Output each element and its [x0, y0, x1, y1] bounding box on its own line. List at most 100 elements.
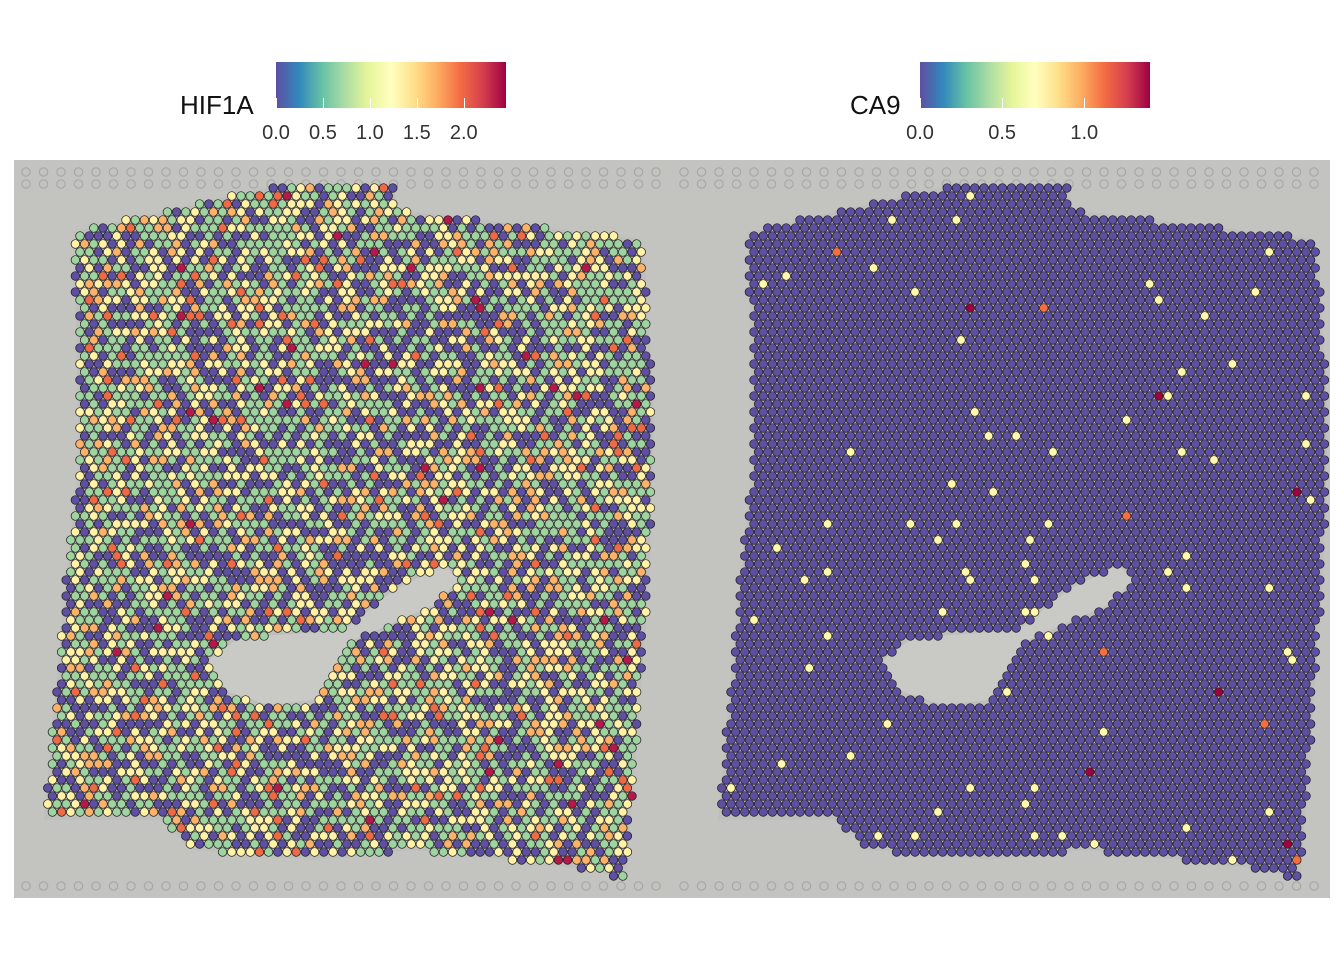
- spot: [75, 471, 85, 481]
- spot: [1034, 183, 1044, 193]
- spot: [475, 559, 485, 569]
- spot: [466, 223, 476, 233]
- spot: [562, 583, 573, 593]
- spot: [286, 263, 297, 273]
- spot: [144, 239, 154, 249]
- spot: [222, 487, 232, 497]
- spot: [194, 711, 205, 721]
- spot: [581, 759, 591, 769]
- spot: [503, 415, 513, 425]
- spot: [130, 295, 140, 305]
- spot: [585, 607, 596, 617]
- spot: [457, 607, 467, 617]
- spot: [70, 559, 81, 569]
- spot: [305, 231, 315, 241]
- spot: [627, 791, 637, 801]
- spot: [268, 823, 278, 833]
- spot: [190, 831, 200, 841]
- spot: [360, 519, 370, 529]
- spot: [355, 255, 366, 265]
- spot: [277, 439, 288, 449]
- spot: [194, 247, 205, 257]
- spot: [332, 263, 343, 273]
- spot: [70, 271, 81, 281]
- spot: [112, 359, 122, 369]
- spot: [328, 303, 338, 313]
- spot: [489, 535, 499, 545]
- spot: [618, 583, 628, 593]
- spot: [259, 375, 269, 385]
- spot: [562, 407, 573, 417]
- spot: [489, 615, 499, 625]
- spot: [194, 487, 205, 497]
- spot: [613, 623, 623, 633]
- spot: [1043, 183, 1054, 193]
- spot: [84, 375, 94, 385]
- spot: [346, 479, 357, 489]
- spot: [420, 319, 430, 329]
- spot: [645, 375, 656, 385]
- spot: [309, 303, 320, 313]
- spot: [305, 439, 315, 449]
- spot: [558, 479, 568, 489]
- spot: [291, 335, 301, 345]
- spot: [549, 831, 559, 841]
- spot: [447, 511, 458, 521]
- spot: [618, 391, 628, 401]
- spot: [139, 727, 150, 737]
- spot: [130, 391, 140, 401]
- spot: [167, 823, 177, 833]
- spot: [415, 567, 426, 577]
- spot: [475, 399, 485, 409]
- spot: [567, 495, 577, 505]
- spot: [498, 807, 508, 817]
- spot: [286, 823, 297, 833]
- spot: [282, 479, 292, 489]
- spot: [144, 703, 154, 713]
- spot: [355, 847, 366, 857]
- spot: [365, 655, 375, 665]
- spot: [250, 407, 260, 417]
- spot: [636, 391, 646, 401]
- spot: [369, 791, 380, 801]
- spot: [622, 271, 633, 281]
- spot: [535, 503, 545, 513]
- spot: [360, 407, 370, 417]
- spot: [631, 367, 642, 377]
- spot: [585, 719, 596, 729]
- spot: [319, 255, 329, 265]
- spot: [282, 751, 292, 761]
- spot: [608, 295, 619, 305]
- spot: [553, 391, 564, 401]
- spot: [631, 383, 642, 393]
- spot: [434, 215, 444, 225]
- spot: [493, 479, 504, 489]
- spot: [576, 399, 587, 409]
- spot: [558, 575, 568, 585]
- spot: [599, 807, 610, 817]
- spot: [457, 543, 467, 553]
- spot: [208, 239, 219, 249]
- spot: [222, 279, 232, 289]
- spot: [397, 503, 407, 513]
- spot: [185, 455, 196, 465]
- spot: [1052, 183, 1063, 193]
- spot: [236, 607, 246, 617]
- spot: [351, 295, 361, 305]
- spot: [608, 759, 619, 769]
- spot: [231, 551, 242, 561]
- spot: [254, 399, 265, 409]
- spot: [319, 447, 329, 457]
- spot: [429, 223, 439, 233]
- spot: [627, 631, 637, 641]
- spot: [452, 471, 462, 481]
- spot: [493, 287, 504, 297]
- spot: [484, 847, 495, 857]
- spot: [314, 279, 324, 289]
- spot: [618, 807, 628, 817]
- spot: [240, 807, 251, 817]
- spot: [337, 623, 347, 633]
- spot: [553, 743, 564, 753]
- spot: [116, 703, 127, 713]
- spot: [562, 823, 573, 833]
